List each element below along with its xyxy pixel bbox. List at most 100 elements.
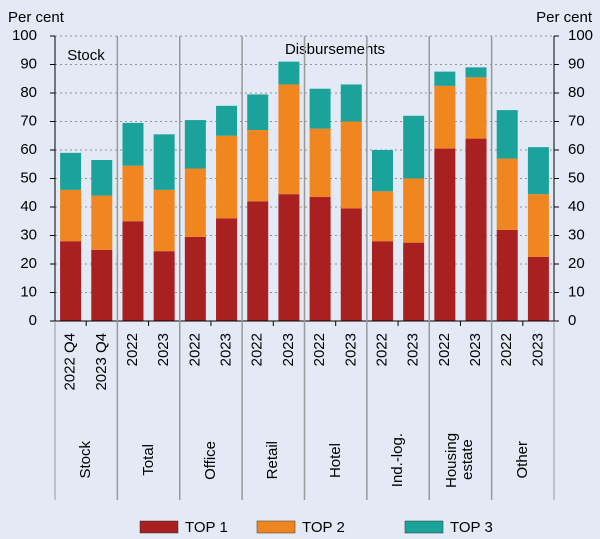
- x-tick-label: 2022: [186, 333, 203, 366]
- legend-label: TOP 3: [450, 519, 493, 536]
- y2-tick-label: 50: [568, 169, 585, 186]
- x-tick-label: 2023: [405, 333, 422, 366]
- bar-segment: [278, 194, 300, 321]
- bar-segment: [184, 120, 206, 169]
- y2-tick-label: 0: [568, 312, 576, 329]
- x-tick-label: 2023: [529, 333, 546, 366]
- bar-segment: [184, 236, 206, 321]
- y2-tick-label: 60: [568, 141, 585, 158]
- group-label: Hotel: [326, 442, 344, 478]
- bar-segment: [340, 121, 362, 209]
- legend-swatch: [404, 520, 444, 534]
- bar-segment: [434, 85, 456, 149]
- bar-segment: [216, 105, 238, 136]
- bar-segment: [465, 67, 487, 78]
- group-label: Housing estate: [443, 432, 477, 488]
- group-label: Retail: [264, 441, 282, 480]
- x-tick-label: 2023: [218, 333, 235, 366]
- bar-segment: [122, 221, 144, 321]
- bar-segment: [309, 88, 331, 129]
- bar-segment: [527, 147, 549, 195]
- bar-segment: [216, 135, 238, 219]
- bar-segment: [153, 251, 175, 321]
- x-tick-label: 2022: [373, 333, 390, 366]
- bar-segment: [153, 189, 175, 252]
- y-tick-label: 60: [20, 141, 37, 158]
- bar-segment: [60, 152, 82, 190]
- bar-segment: [434, 148, 456, 321]
- bar-segment: [371, 150, 393, 192]
- y-tick-label: 0: [29, 312, 37, 329]
- y2-tick-label: 20: [568, 255, 585, 272]
- y-tick-label: 40: [20, 198, 37, 215]
- legend-label: TOP 2: [302, 519, 345, 536]
- y-tick-label: 10: [20, 283, 37, 300]
- x-tick-label: 2023: [342, 333, 359, 366]
- group-label: Ind.-log.: [389, 433, 407, 488]
- bar-segment: [60, 241, 82, 321]
- bar-segment: [122, 122, 144, 166]
- x-tick-label: 2023: [155, 333, 172, 366]
- bar-segment: [60, 189, 82, 242]
- bar-segment: [340, 84, 362, 122]
- bar-segment: [371, 241, 393, 321]
- bar-segment: [465, 138, 487, 321]
- bar-segment: [122, 165, 144, 222]
- bar-segment: [434, 71, 456, 86]
- bar-segment: [527, 256, 549, 321]
- x-tick-label: 2022: [124, 333, 141, 366]
- y-tick-label: 70: [20, 112, 37, 129]
- x-tick-label: 2023: [467, 333, 484, 366]
- group-label: Total: [139, 444, 157, 476]
- y2-tick-label: 80: [568, 84, 585, 101]
- bar-segment: [403, 115, 425, 179]
- bar-segment: [184, 168, 206, 237]
- y2-axis-label: Per cent: [536, 9, 593, 26]
- bar-segment: [216, 218, 238, 321]
- bar-segment: [496, 158, 518, 230]
- y-tick-label: 30: [20, 226, 37, 243]
- bar-segment: [309, 197, 331, 321]
- legend-swatch: [139, 520, 179, 534]
- bar-segment: [247, 94, 269, 131]
- bar-segment: [91, 159, 113, 196]
- legend-label: TOP 1: [185, 519, 228, 536]
- x-tick-label: 2022 Q4: [62, 333, 79, 391]
- y-tick-label: 100: [12, 27, 37, 44]
- bar-segment: [153, 134, 175, 190]
- bar-segment: [247, 201, 269, 321]
- legend-swatch: [256, 520, 296, 534]
- y2-tick-label: 10: [568, 283, 585, 300]
- bar-segment: [496, 110, 518, 159]
- bar-segment: [247, 130, 269, 202]
- bar-segment: [371, 191, 393, 242]
- group-label: Other: [513, 441, 531, 479]
- bar-segment: [91, 195, 113, 250]
- y2-tick-label: 40: [568, 198, 585, 215]
- y-axis-label: Per cent: [8, 9, 65, 26]
- y2-tick-label: 90: [568, 55, 585, 72]
- y2-tick-label: 100: [568, 27, 593, 44]
- y-tick-label: 80: [20, 84, 37, 101]
- bar-segment: [527, 194, 549, 257]
- x-tick-label: 2022: [498, 333, 515, 366]
- bar-segment: [340, 208, 362, 321]
- y2-tick-label: 30: [568, 226, 585, 243]
- y-tick-label: 90: [20, 55, 37, 72]
- bar-segment: [465, 77, 487, 139]
- x-tick-label: 2022: [436, 333, 453, 366]
- y-tick-label: 50: [20, 169, 37, 186]
- bar-segment: [496, 229, 518, 321]
- x-tick-label: 2023: [280, 333, 297, 366]
- x-tick-label: 2022: [249, 333, 266, 366]
- y-tick-label: 20: [20, 255, 37, 272]
- annotation: Stock: [67, 47, 105, 64]
- y2-tick-label: 70: [568, 112, 585, 129]
- bar-segment: [403, 242, 425, 321]
- bar-segment: [91, 249, 113, 321]
- bar-segment: [278, 61, 300, 85]
- x-tick-label: 2022: [311, 333, 328, 366]
- annotation: Disbursements: [285, 41, 385, 58]
